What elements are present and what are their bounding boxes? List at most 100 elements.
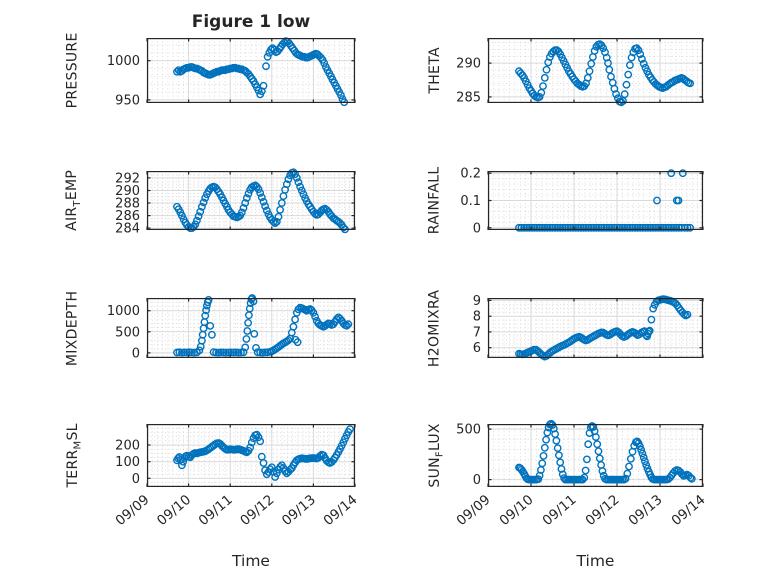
- ylabel-text: H2OMIXRA: [426, 289, 443, 367]
- svg-text:09/14: 09/14: [668, 492, 708, 529]
- ylabel-text: LUX: [426, 423, 443, 452]
- svg-text:500: 500: [456, 423, 481, 438]
- axes-box: [146, 298, 356, 358]
- ylabel-text: AIR: [64, 206, 81, 232]
- svg-text:288: 288: [115, 197, 140, 212]
- ylabel-text: EMP: [64, 169, 81, 201]
- ylabel-text: TERR: [64, 449, 81, 488]
- minor-grid: [147, 171, 355, 230]
- svg-text:100: 100: [115, 455, 140, 470]
- ylabel-subscript: T: [72, 200, 84, 207]
- ylabel-subscript: F: [434, 451, 446, 458]
- svg-text:6: 6: [473, 341, 481, 356]
- ylabel-text: THETA: [426, 47, 443, 94]
- ylabel-mixdepth: MIXDEPTH: [53, 290, 95, 365]
- time-axis-label-left: Time: [232, 552, 270, 570]
- major-grid: [487, 171, 704, 230]
- ylabel-theta: THETA: [415, 38, 457, 103]
- pressure-plot: 950 1000: [107, 37, 356, 108]
- figure-title: Figure 1 low: [191, 12, 311, 32]
- ylabel-text: SL: [64, 423, 81, 441]
- subplot-air-temp: AIRTEMP 284 286 288 290 292: [65, 168, 356, 237]
- tick-labels: 285 290: [456, 57, 481, 106]
- tick-labels: 0 0.1 0.2: [460, 167, 481, 237]
- svg-text:7: 7: [473, 325, 481, 340]
- svg-text:09/09: 09/09: [112, 492, 152, 529]
- svg-text:8: 8: [473, 310, 481, 325]
- minor-grid: [488, 298, 703, 358]
- ylabel-text: PRESSURE: [64, 32, 81, 109]
- axes-box: [487, 424, 704, 487]
- ylabel-subscript: M: [72, 440, 84, 450]
- svg-text:0: 0: [473, 221, 481, 236]
- svg-text:286: 286: [115, 209, 140, 224]
- tick-labels: 0 500 1000: [107, 304, 140, 361]
- svg-text:0.1: 0.1: [460, 194, 481, 209]
- svg-text:9: 9: [473, 294, 481, 309]
- svg-text:0: 0: [473, 473, 481, 488]
- svg-text:09/10: 09/10: [154, 492, 194, 529]
- svg-text:1000: 1000: [107, 304, 140, 319]
- svg-text:09/12: 09/12: [237, 492, 277, 529]
- ylabel-pressure: PRESSURE: [53, 32, 95, 108]
- subplot-theta: THETA 285 290: [427, 38, 704, 107]
- svg-text:290: 290: [115, 184, 140, 199]
- scatter-points: [515, 295, 692, 361]
- axes-box: [487, 38, 704, 103]
- scatter-points: [173, 294, 353, 357]
- svg-text:0: 0: [132, 346, 140, 361]
- svg-text:500: 500: [115, 325, 140, 340]
- svg-text:200: 200: [115, 439, 140, 454]
- svg-text:09/13: 09/13: [279, 492, 319, 529]
- mixdepth-plot: 0 500 1000: [107, 294, 356, 361]
- scatter-points: [173, 37, 349, 107]
- axes-box: [146, 38, 356, 103]
- scatter-points: [515, 40, 695, 107]
- subplot-pressure: PRESSURE 950 1000: [65, 32, 356, 109]
- ylabel-text: RAINFALL: [426, 166, 443, 235]
- svg-text:09/12: 09/12: [582, 492, 622, 529]
- axes-box: [146, 171, 356, 230]
- scatter-points: [515, 419, 696, 484]
- svg-text:0: 0: [132, 472, 140, 487]
- svg-text:1000: 1000: [107, 54, 140, 69]
- svg-text:290: 290: [456, 57, 481, 72]
- svg-text:284: 284: [115, 222, 140, 237]
- theta-plot: 285 290: [456, 38, 704, 107]
- axes-box: [487, 298, 704, 358]
- subplot-sun-flux: SUNFLUX 0 500 09/09 09/10 09/11 09/12 09/13 09/…: [427, 419, 709, 529]
- svg-text:09/10: 09/10: [496, 492, 536, 529]
- svg-text:950: 950: [115, 93, 140, 108]
- axes-box: [487, 171, 704, 230]
- axes-box: [146, 424, 356, 487]
- scatter-points: [173, 425, 354, 481]
- subplot-rainfall: RAINFALL 0 0.1 0.2: [427, 167, 704, 236]
- ylabel-terr-msl: TERRMSL: [53, 423, 95, 488]
- ylabel-air-temp: AIRTEMP: [53, 169, 95, 232]
- svg-text:09/11: 09/11: [196, 492, 236, 529]
- subplot-terr-msl: TERRMSL 0 100 200 09/09 09/10 09/11 09/12 09/13…: [65, 423, 361, 529]
- svg-text:285: 285: [456, 90, 481, 105]
- ylabel-sun-flux: SUNFLUX: [415, 423, 457, 488]
- subplot-mixdepth: MIXDEPTH 0 500 1000: [65, 290, 356, 366]
- ylabel-text: SUN: [426, 457, 443, 488]
- rainfall-plot: 0 0.1 0.2: [460, 167, 704, 236]
- svg-text:09/09: 09/09: [453, 492, 493, 529]
- svg-text:0.2: 0.2: [460, 167, 481, 182]
- ylabel-text: MIXDEPTH: [64, 290, 81, 366]
- svg-text:292: 292: [115, 171, 140, 186]
- sun-flux-plot: 0 500 09/09 09/10 09/11 09/12 09/13 09/14: [453, 419, 709, 529]
- svg-text:09/11: 09/11: [539, 492, 579, 529]
- svg-text:09/14: 09/14: [320, 492, 360, 529]
- scatter-points: [515, 169, 695, 232]
- tick-labels: 950 1000: [107, 54, 140, 108]
- time-axis-label-right: Time: [576, 552, 615, 570]
- ylabel-rainfall: RAINFALL: [415, 167, 457, 235]
